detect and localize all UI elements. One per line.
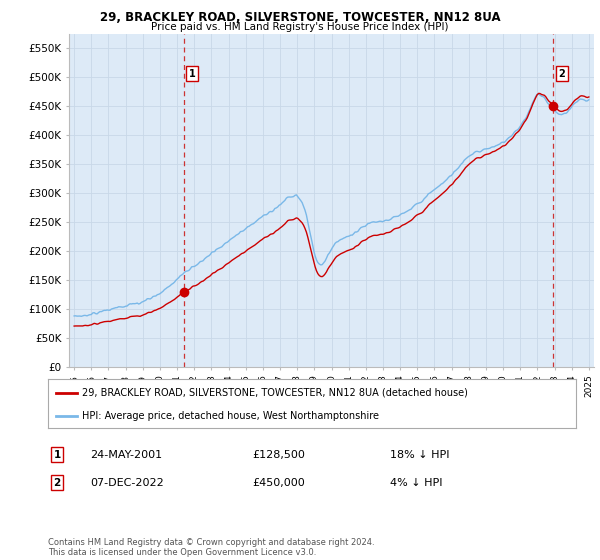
- Text: 1: 1: [189, 68, 196, 78]
- Text: 24-MAY-2001: 24-MAY-2001: [90, 450, 162, 460]
- Text: Contains HM Land Registry data © Crown copyright and database right 2024.
This d: Contains HM Land Registry data © Crown c…: [48, 538, 374, 557]
- Text: 29, BRACKLEY ROAD, SILVERSTONE, TOWCESTER, NN12 8UA (detached house): 29, BRACKLEY ROAD, SILVERSTONE, TOWCESTE…: [82, 388, 468, 398]
- Text: 18% ↓ HPI: 18% ↓ HPI: [390, 450, 449, 460]
- Text: 2: 2: [559, 68, 565, 78]
- Text: 1: 1: [53, 450, 61, 460]
- Text: £450,000: £450,000: [252, 478, 305, 488]
- Text: £128,500: £128,500: [252, 450, 305, 460]
- Text: HPI: Average price, detached house, West Northamptonshire: HPI: Average price, detached house, West…: [82, 411, 379, 421]
- Text: 2: 2: [53, 478, 61, 488]
- Text: Price paid vs. HM Land Registry's House Price Index (HPI): Price paid vs. HM Land Registry's House …: [151, 22, 449, 32]
- Text: 4% ↓ HPI: 4% ↓ HPI: [390, 478, 443, 488]
- Text: 07-DEC-2022: 07-DEC-2022: [90, 478, 164, 488]
- Text: 29, BRACKLEY ROAD, SILVERSTONE, TOWCESTER, NN12 8UA: 29, BRACKLEY ROAD, SILVERSTONE, TOWCESTE…: [100, 11, 500, 24]
